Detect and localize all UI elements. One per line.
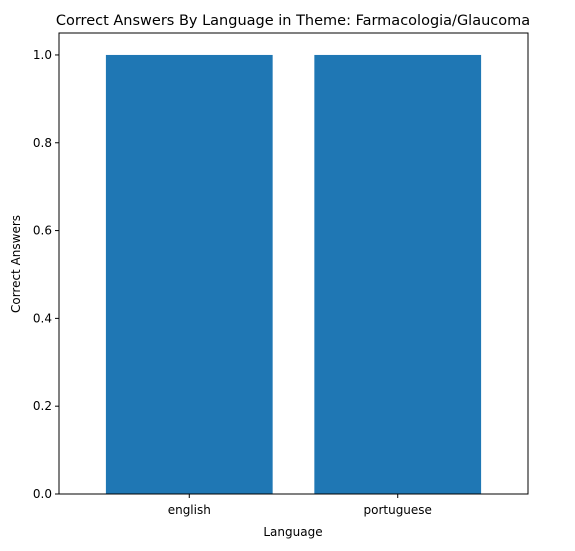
bar-portuguese xyxy=(314,54,482,494)
y-tick-label: 0.6 xyxy=(33,224,52,238)
chart-title: Correct Answers By Language in Theme: Fa… xyxy=(56,13,530,29)
axes-frame xyxy=(58,32,529,495)
y-axis-label: Correct Answers xyxy=(9,215,23,313)
x-tick-label: english xyxy=(168,503,211,517)
x-tick-label: portuguese xyxy=(363,503,431,517)
y-tick-label: 0.4 xyxy=(33,311,52,325)
plot-area: 0.0 0.2 0.4 0.6 0.8 1.0 english portuguese xyxy=(33,32,529,517)
y-tick-label: 0.2 xyxy=(33,399,52,413)
y-tick-label: 0.0 xyxy=(33,487,52,501)
y-tick-label: 0.8 xyxy=(33,136,52,150)
y-tick-label: 1.0 xyxy=(33,48,52,62)
x-axis-label: Language xyxy=(263,525,322,539)
bar-english xyxy=(105,54,273,494)
